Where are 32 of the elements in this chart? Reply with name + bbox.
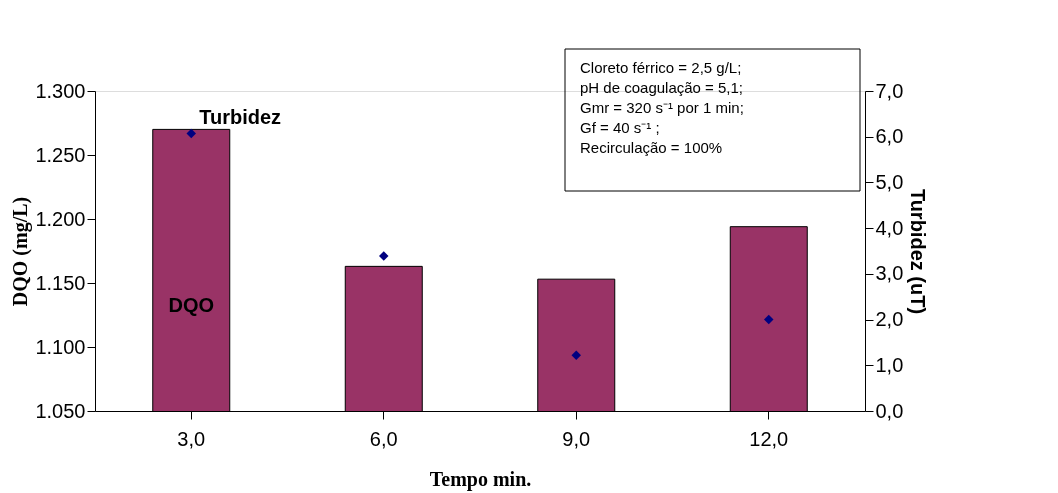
y2-axis-title: Turbidez (uT): [907, 188, 930, 315]
y2-tick-label: 6,0: [875, 125, 904, 148]
y2-tick-label: 4,0: [875, 216, 904, 239]
y-axis-title: DQO (mg/L): [9, 196, 33, 307]
x-tick-label: 9,0: [562, 427, 591, 450]
point: [186, 128, 196, 139]
y2-tick-label: 0,0: [875, 399, 904, 422]
y-tick-label: 1.100: [35, 335, 86, 358]
y-tick-label: 1.300: [35, 79, 86, 102]
y2-tick-label: 7,0: [875, 79, 904, 102]
y2-tick-label: 3,0: [875, 262, 904, 285]
x-axis-title: Tempo min.: [429, 467, 532, 491]
point: [764, 314, 774, 325]
annotation: pH de coagulação = 5,1;: [580, 79, 744, 96]
y-tick-label: 1.200: [35, 207, 86, 230]
y2-tick-label: 2,0: [875, 308, 904, 331]
y-tick-label: 1.050: [35, 399, 86, 422]
x-tick-label: 3,0: [177, 427, 206, 450]
x-tick-label: 12,0: [749, 427, 789, 450]
y2-tick-label: 5,0: [875, 170, 904, 193]
point: [379, 251, 389, 261]
x-tick-label: 6,0: [369, 427, 398, 450]
y-tick-label: 1.150: [35, 271, 86, 294]
series-label: DQO: [168, 294, 215, 316]
annotation: Gf = 40 s⁻¹ ;: [580, 119, 660, 136]
series-label: Turbidez: [199, 105, 282, 128]
annotation: Recirculação = 100%: [580, 139, 723, 156]
y-tick-label: 1.250: [35, 143, 86, 166]
annotation: Gmr = 320 s⁻¹ por 1 min;: [580, 99, 744, 116]
text: Cloreto férrico = 2,5 g/L;: [580, 59, 742, 76]
y2-tick-label: 1,0: [875, 353, 904, 376]
point: [571, 350, 581, 360]
